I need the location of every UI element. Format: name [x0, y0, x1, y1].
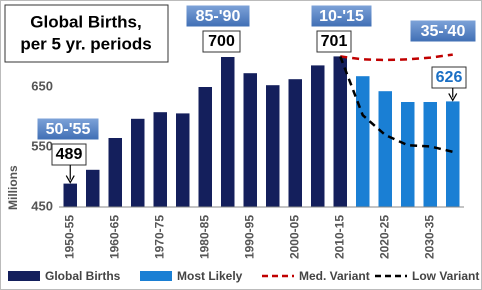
period-label: 10-'15: [319, 8, 364, 25]
bar: [378, 91, 392, 207]
bar: [401, 102, 415, 207]
value-box: [202, 30, 241, 53]
bar: [86, 169, 100, 207]
legend-swatch: [8, 271, 40, 281]
x-tick-label: 2030-35: [422, 215, 436, 259]
period-box: [409, 19, 477, 43]
bar: [108, 138, 122, 207]
x-tick-label: 1970-75: [152, 215, 166, 259]
bar: [176, 113, 190, 207]
x-tick-label: 1960-65: [107, 215, 121, 259]
y-axis-label: Millions: [6, 165, 20, 210]
x-tick-label: 1950-55: [62, 215, 76, 259]
period-label: 85-'90: [196, 8, 241, 25]
legend-swatch: [140, 271, 172, 281]
bar: [333, 56, 347, 208]
title-box: [4, 4, 169, 63]
period-label: 50-'55: [46, 121, 91, 138]
line: [339, 55, 454, 154]
bar: [446, 101, 460, 207]
y-tick-label: 650: [31, 78, 53, 93]
x-tick-label: 2000-05: [287, 215, 301, 259]
x-tick-label: 1990-95: [242, 215, 256, 259]
bar: [131, 118, 145, 207]
value-box: [316, 30, 352, 53]
bar: [198, 87, 212, 207]
legend-label: Global Births: [45, 269, 121, 283]
arrow-head: [65, 175, 75, 184]
period-label: 35-'40: [421, 23, 466, 40]
chart-title: per 5 yr. periods: [20, 34, 151, 53]
y-tick-label: 550: [31, 138, 53, 153]
bar: [221, 57, 235, 207]
value-box: [51, 143, 87, 166]
bar: [311, 65, 325, 208]
x-tick-label: 1980-85: [197, 215, 211, 259]
bar: [63, 183, 77, 207]
x-tick-label: 2020-25: [377, 215, 391, 259]
x-tick-label: 2010-15: [332, 215, 346, 259]
period-box: [36, 117, 100, 141]
bar: [243, 73, 257, 207]
value-label: 701: [321, 33, 348, 50]
bar: [153, 112, 167, 207]
bar: [356, 76, 370, 207]
value-label: 700: [208, 33, 235, 50]
value-label: 489: [56, 146, 83, 163]
bar: [266, 85, 280, 207]
period-box: [310, 4, 373, 28]
chart-title: Global Births,: [30, 12, 141, 31]
legend-label: Med. Variant: [299, 269, 370, 283]
legend-label: Low Variant: [412, 269, 479, 283]
legend-label: Most Likely: [177, 269, 243, 283]
arrow-head: [448, 93, 458, 102]
bar: [423, 102, 437, 207]
value-label: 626: [436, 69, 463, 86]
value-box: [431, 66, 467, 89]
y-tick-label: 450: [31, 198, 53, 213]
line: [340, 53, 453, 62]
bar: [288, 79, 302, 207]
period-box: [185, 4, 251, 28]
